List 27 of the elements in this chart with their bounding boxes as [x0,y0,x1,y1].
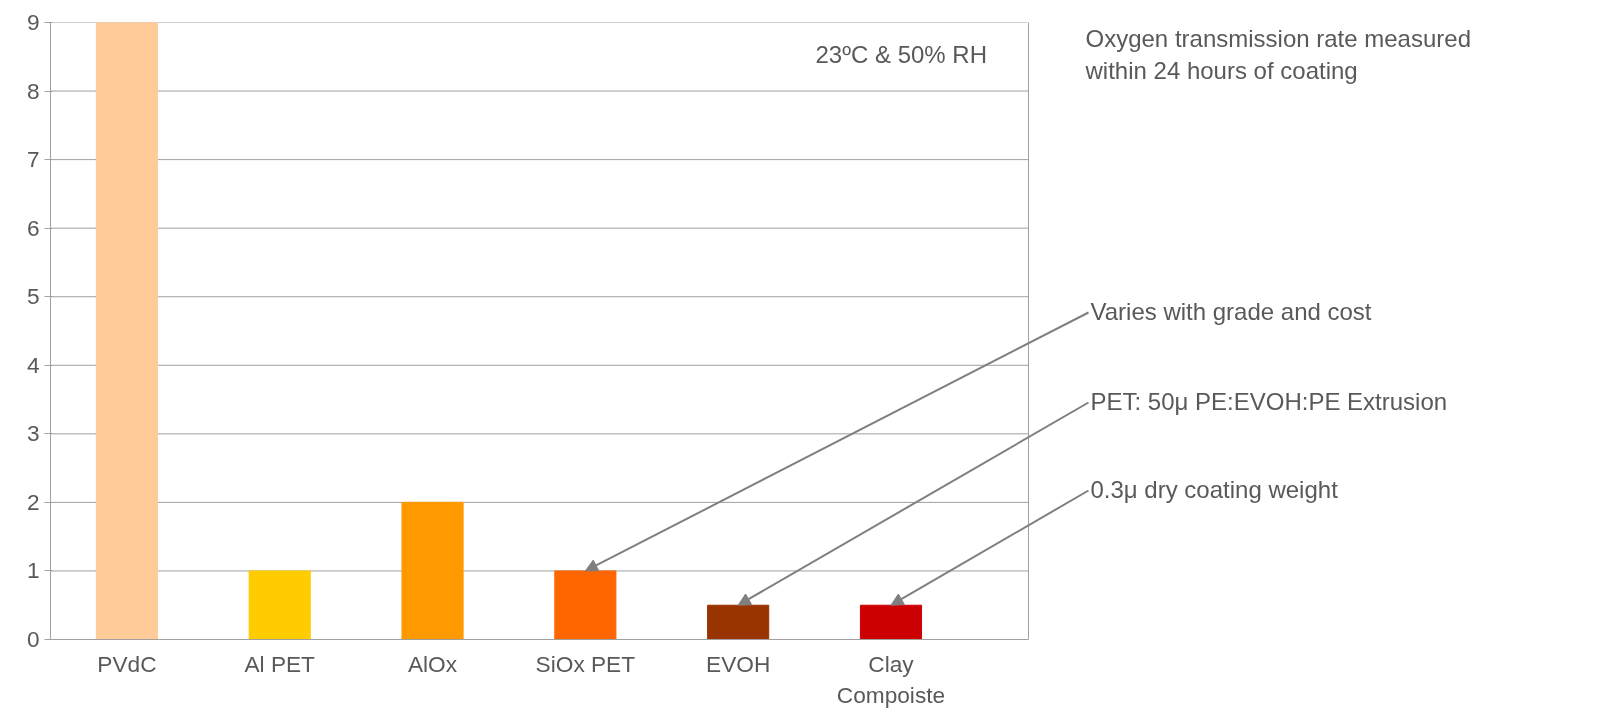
y-tick-label: 0 [26,626,40,652]
y-tick-label: 2 [26,488,40,515]
x-tick-label: PVdC [97,650,157,677]
x-tick-label: SiOx PET [535,650,636,677]
annotation: 0.3μ dry coating weight [1090,475,1339,503]
y-tick-label: 9 [26,9,40,35]
bar [401,501,464,640]
y-tick-label: 5 [26,283,40,310]
x-tick-label: AlOx [407,650,458,677]
y-tick-label: 6 [26,214,40,241]
y-tick-label: 7 [26,146,40,173]
bar [707,604,770,640]
annotation: 23ºC & 50% RH [815,40,988,68]
bar [95,22,158,640]
bar [248,570,311,640]
bar [859,604,923,640]
annotation: Varies with grade and cost [1090,297,1372,325]
text: Oxygen transmission rate measured within 24 hours of coating [1084,24,1471,84]
x-tick-label: Al PET [244,650,316,677]
y-tick-label: 8 [26,77,40,104]
bar [554,570,617,640]
x-tick-label: EVOH [706,650,771,677]
y-tick-label: 1 [26,557,40,584]
x-tick-label: Clay Compoiste [836,650,946,708]
y-tick-label: 4 [26,351,40,378]
y-tick-label: 3 [26,420,40,447]
annotation: PET: 50μ PE:EVOH:PE Extrusion [1090,387,1448,415]
